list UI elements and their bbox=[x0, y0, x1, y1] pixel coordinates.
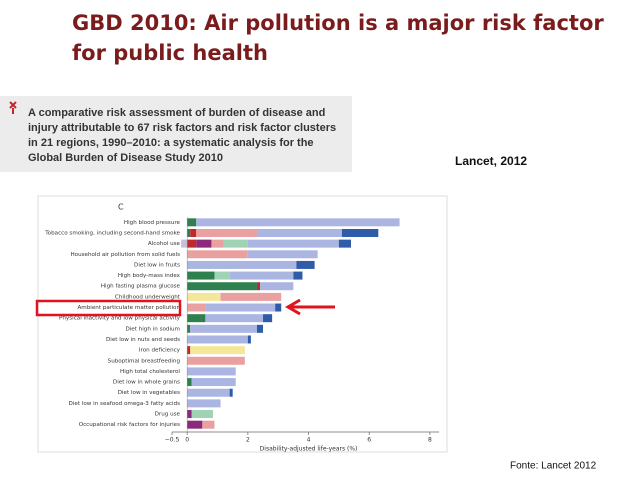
bar-segment bbox=[187, 292, 221, 301]
bar-segment bbox=[296, 260, 315, 269]
bar-segment bbox=[229, 388, 233, 397]
bar-segment bbox=[187, 420, 203, 429]
y-tick-label: Occupational risk factors for injuries bbox=[79, 422, 180, 428]
bar-segment bbox=[338, 239, 352, 248]
bar-segment bbox=[187, 388, 230, 397]
y-tick-label: Iron deficiency bbox=[139, 348, 181, 354]
bar-segment bbox=[187, 218, 197, 227]
bar-segment bbox=[191, 378, 236, 387]
slide-title: GBD 2010: Air pollution is a major risk … bbox=[72, 11, 604, 35]
bar-segment bbox=[187, 271, 215, 280]
bar-segment bbox=[263, 314, 273, 323]
y-tick-label: Diet low in whole grains bbox=[113, 380, 180, 386]
bar-segment bbox=[187, 303, 206, 312]
bar-segment bbox=[190, 324, 257, 333]
x-tick-label: −0.5 bbox=[165, 437, 180, 444]
bar-segment bbox=[190, 346, 245, 355]
y-tick-label: Childhood underweight bbox=[115, 294, 181, 300]
slide-title: for public health bbox=[72, 41, 268, 65]
bar-segment bbox=[275, 303, 282, 312]
bar-segment bbox=[187, 335, 248, 344]
y-tick-label: Diet low in seafood omega-3 fatty acids bbox=[69, 401, 181, 407]
bar-segment bbox=[211, 239, 224, 248]
paper-title: injury attributable to 67 risk factors a… bbox=[28, 122, 336, 134]
y-tick-label: High fasting plasma glucose bbox=[101, 284, 181, 290]
paper-icon bbox=[9, 101, 17, 114]
bar-segment bbox=[187, 228, 191, 237]
highlight-box bbox=[35, 299, 182, 317]
bar-segment bbox=[220, 292, 282, 301]
bar-segment bbox=[256, 324, 264, 333]
chart-frame bbox=[37, 195, 448, 453]
paper-box bbox=[0, 96, 352, 172]
bar-segment bbox=[247, 335, 251, 344]
bar-segment bbox=[202, 420, 215, 429]
bar-segment bbox=[223, 239, 248, 248]
bar-segment bbox=[187, 324, 191, 333]
y-tick-label: Diet high in sodium bbox=[125, 326, 180, 332]
y-tick-label: High body-mass index bbox=[118, 273, 181, 279]
x-tick-label: 2 bbox=[246, 437, 250, 444]
bar-segment bbox=[187, 367, 236, 376]
y-tick-label: Drug use bbox=[155, 412, 181, 418]
panel-label: C bbox=[118, 203, 124, 212]
bar-segment bbox=[187, 260, 297, 269]
bar-segment bbox=[259, 282, 294, 291]
y-tick-label: Tobacco smoking, including second-hand s… bbox=[44, 230, 180, 236]
x-tick-label: 4 bbox=[307, 437, 311, 444]
bar-segment bbox=[196, 239, 212, 248]
y-tick-label: Ambient particulate matter pollution bbox=[77, 305, 180, 311]
bar-segment bbox=[187, 356, 245, 365]
bar-segment bbox=[196, 218, 400, 227]
bar-segment bbox=[341, 228, 379, 237]
arrow bbox=[285, 298, 335, 316]
bar-segment bbox=[256, 282, 260, 291]
chart: −0.5 0 2 4 6 8 High blood pressure Tobacco smok… bbox=[44, 217, 439, 453]
bar-segment bbox=[205, 314, 264, 323]
bar-segment bbox=[187, 410, 192, 419]
paper-title: in 21 regions, 1990–2010: a systematic a… bbox=[28, 137, 314, 149]
bar-segment bbox=[196, 228, 257, 237]
bar-segment bbox=[256, 228, 342, 237]
y-tick-label: Household air pollution from solid fuels bbox=[70, 252, 180, 258]
bar-segment bbox=[187, 250, 248, 259]
bar-segment bbox=[187, 346, 191, 355]
bar-segment bbox=[247, 250, 318, 259]
bar-segment bbox=[205, 303, 276, 312]
bar-segment bbox=[187, 314, 206, 323]
bar-segment bbox=[187, 399, 221, 408]
x-tick-label: 0 bbox=[185, 437, 189, 444]
source: Fonte: Lancet 2012 bbox=[510, 461, 597, 472]
bar-segment bbox=[190, 228, 197, 237]
x-tick-label: 6 bbox=[367, 437, 371, 444]
y-tick-label: Diet low in vegetables bbox=[118, 390, 180, 396]
citation: Lancet, 2012 bbox=[455, 154, 527, 168]
x-tick-label: 8 bbox=[428, 437, 432, 444]
bar-segment bbox=[293, 271, 303, 280]
bar-segment bbox=[214, 271, 230, 280]
y-tick-label: Diet low in fruits bbox=[134, 262, 180, 268]
y-tick-label: High total cholesterol bbox=[120, 369, 180, 375]
y-tick-label: High blood pressure bbox=[124, 220, 181, 226]
bar-segment bbox=[181, 239, 188, 248]
bar-segment bbox=[229, 271, 294, 280]
bar-segment bbox=[187, 378, 192, 387]
y-tick-label: Alcohol use bbox=[148, 241, 181, 247]
bar-segment bbox=[191, 410, 213, 419]
y-tick-label: Diet low in nuts and seeds bbox=[106, 337, 180, 343]
y-tick-label: Suboptimal breastfeeding bbox=[108, 358, 181, 364]
paper-title: A comparative risk assessment of burden … bbox=[28, 107, 325, 119]
paper-title: Global Burden of Disease Study 2010 bbox=[28, 152, 223, 164]
y-tick-label: Physical inactivity and low physical act… bbox=[59, 316, 181, 322]
bar-segment bbox=[247, 239, 339, 248]
bar-segment bbox=[187, 239, 197, 248]
bar-segment bbox=[187, 282, 257, 291]
x-axis-label: Disability-adjusted life-years (%) bbox=[260, 446, 358, 453]
